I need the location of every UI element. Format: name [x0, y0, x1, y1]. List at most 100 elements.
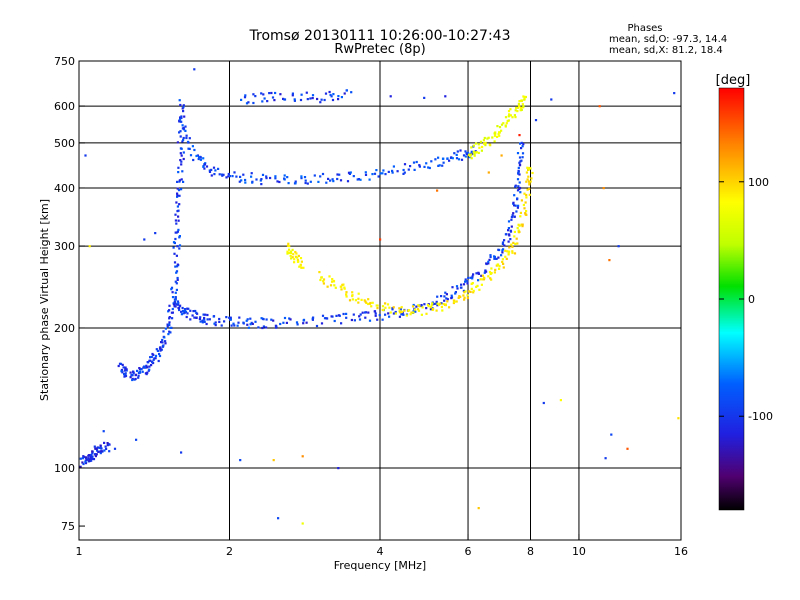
trace-point	[358, 315, 361, 318]
trace-point	[330, 315, 333, 318]
trace-point	[368, 319, 372, 322]
trace-point	[180, 188, 183, 191]
trace-point	[92, 458, 96, 461]
trace-point	[388, 306, 391, 309]
trace-point	[483, 136, 486, 140]
trace-point	[371, 301, 374, 304]
trace-point	[429, 306, 432, 309]
trace-point	[283, 174, 286, 177]
trace-point	[174, 305, 177, 308]
trace-point	[514, 116, 517, 119]
trace-point	[199, 156, 202, 159]
trace-point	[437, 156, 440, 159]
trace-point	[430, 304, 433, 307]
trace-point	[402, 313, 405, 316]
trace-point	[470, 150, 473, 153]
trace-point	[323, 98, 326, 102]
trace-point	[311, 318, 314, 321]
trace-point	[152, 358, 155, 361]
trace-point	[88, 454, 91, 457]
trace-point	[386, 303, 390, 306]
trace-point	[244, 94, 247, 97]
trace-point	[368, 302, 371, 305]
trace-point	[351, 294, 354, 297]
trace-point	[291, 92, 294, 95]
trace-point	[364, 171, 367, 174]
trace-point	[295, 252, 298, 255]
trace-point	[197, 157, 200, 161]
trace-point	[520, 99, 523, 102]
trace-point	[233, 171, 236, 174]
trace-point	[246, 318, 249, 321]
trace-point	[367, 311, 370, 314]
y-tick-label: 100	[54, 462, 75, 475]
trace-point	[222, 173, 225, 176]
trace-point	[373, 172, 377, 175]
trace-point	[429, 308, 432, 311]
trace-point	[516, 197, 519, 200]
trace-point	[149, 359, 152, 362]
trace-point	[452, 299, 455, 302]
trace-point	[178, 99, 181, 102]
trace-point	[487, 136, 490, 139]
trace-point	[146, 371, 149, 374]
trace-point	[175, 201, 178, 204]
trace-point	[99, 452, 102, 455]
trace-point	[120, 370, 123, 373]
trace-point	[160, 341, 163, 344]
trace-point	[289, 254, 292, 257]
trace-point	[178, 247, 181, 250]
trace-point	[513, 215, 516, 218]
trace-point	[430, 160, 433, 163]
trace-point	[302, 266, 305, 269]
trace-point	[518, 100, 521, 103]
trace-point	[333, 284, 336, 287]
trace-point	[519, 142, 522, 145]
trace-point	[502, 266, 505, 269]
trace-point	[371, 173, 374, 176]
trace-point	[195, 316, 198, 319]
trace-point	[482, 276, 486, 279]
trace-point	[240, 179, 243, 182]
trace-point	[255, 178, 258, 181]
scatter-point	[193, 68, 196, 71]
trace-point	[500, 129, 503, 132]
trace-point	[192, 310, 195, 313]
x-tick-label: 16	[674, 545, 688, 558]
trace-point	[193, 148, 196, 152]
trace-point	[177, 171, 180, 174]
trace-point	[530, 177, 533, 180]
trace-point	[312, 316, 315, 319]
trace-point	[106, 442, 109, 445]
trace-point	[167, 333, 170, 336]
trace-point	[508, 113, 511, 116]
trace-point	[493, 132, 496, 135]
trace-point	[463, 298, 466, 301]
trace-point	[139, 371, 142, 374]
trace-point	[528, 182, 531, 185]
trace-point	[420, 304, 423, 308]
y-axis-label: Stationary phase Virtual Height [km]	[38, 199, 51, 401]
trace-point	[271, 96, 275, 99]
trace-point	[347, 171, 351, 174]
trace-point	[204, 313, 207, 316]
trace-point	[274, 91, 277, 95]
trace-point	[384, 302, 387, 305]
trace-point	[493, 271, 496, 274]
trace-point	[452, 301, 455, 305]
trace-point	[157, 359, 160, 363]
trace-point	[322, 282, 325, 285]
trace-point	[170, 311, 173, 314]
trace-point	[176, 245, 179, 248]
trace-point	[517, 102, 520, 105]
trace-point	[465, 152, 468, 155]
trace-point	[260, 317, 263, 320]
trace-point	[151, 361, 154, 364]
trace-point	[275, 326, 278, 329]
trace-point	[272, 319, 275, 322]
trace-point	[518, 186, 522, 190]
trace-point	[507, 240, 510, 243]
trace-point	[199, 158, 202, 161]
trace-point	[285, 321, 288, 324]
trace-point	[343, 287, 346, 290]
